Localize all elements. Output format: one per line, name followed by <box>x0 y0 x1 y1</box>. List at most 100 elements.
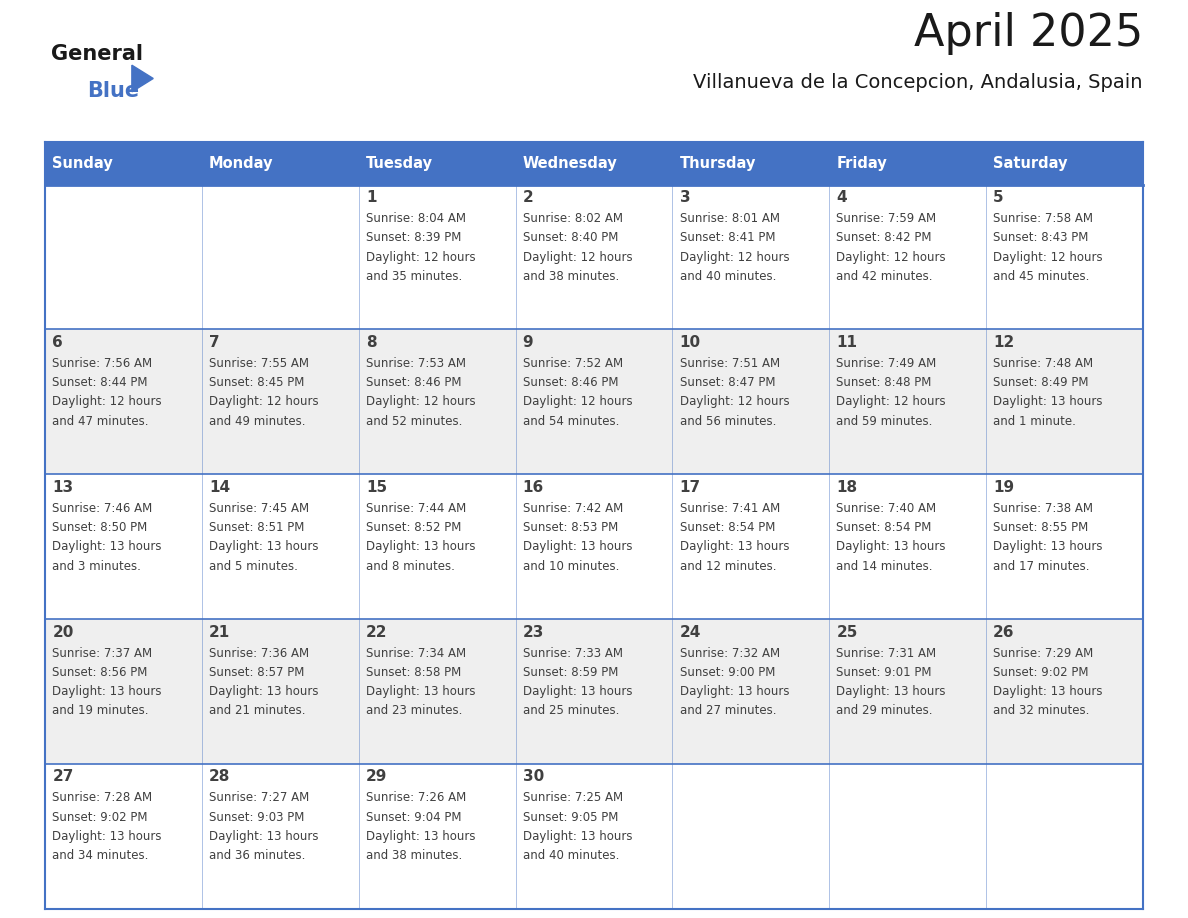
Text: Daylight: 13 hours: Daylight: 13 hours <box>52 830 162 843</box>
Bar <box>672 619 829 764</box>
Text: and 10 minutes.: and 10 minutes. <box>523 560 619 573</box>
Text: April 2025: April 2025 <box>914 12 1143 55</box>
Bar <box>359 185 516 330</box>
Text: Daylight: 12 hours: Daylight: 12 hours <box>523 251 632 263</box>
Text: 10: 10 <box>680 335 701 350</box>
Text: Sunset: 8:40 PM: Sunset: 8:40 PM <box>523 231 618 244</box>
Text: Daylight: 12 hours: Daylight: 12 hours <box>836 396 946 409</box>
Text: Daylight: 12 hours: Daylight: 12 hours <box>52 396 162 409</box>
Text: Daylight: 12 hours: Daylight: 12 hours <box>366 396 475 409</box>
Text: and 54 minutes.: and 54 minutes. <box>523 415 619 428</box>
Bar <box>45 475 202 619</box>
Text: and 12 minutes.: and 12 minutes. <box>680 560 776 573</box>
Text: Daylight: 13 hours: Daylight: 13 hours <box>523 830 632 843</box>
Text: Sunset: 8:54 PM: Sunset: 8:54 PM <box>836 521 931 534</box>
Text: Sunset: 8:44 PM: Sunset: 8:44 PM <box>52 376 147 389</box>
Text: Sunset: 8:57 PM: Sunset: 8:57 PM <box>209 666 304 679</box>
Text: Tuesday: Tuesday <box>366 156 432 171</box>
Text: 2: 2 <box>523 190 533 205</box>
Text: Sunset: 9:02 PM: Sunset: 9:02 PM <box>993 666 1088 679</box>
Text: Sunset: 8:47 PM: Sunset: 8:47 PM <box>680 376 775 389</box>
Text: Daylight: 13 hours: Daylight: 13 hours <box>993 685 1102 699</box>
Text: Daylight: 12 hours: Daylight: 12 hours <box>366 251 475 263</box>
Text: and 38 minutes.: and 38 minutes. <box>366 849 462 862</box>
Bar <box>986 475 1143 619</box>
Bar <box>829 330 986 475</box>
Text: Blue: Blue <box>87 81 139 101</box>
Text: and 8 minutes.: and 8 minutes. <box>366 560 455 573</box>
Bar <box>672 185 829 330</box>
Bar <box>202 330 359 475</box>
Text: Sunrise: 7:52 AM: Sunrise: 7:52 AM <box>523 357 623 370</box>
Text: Sunrise: 7:49 AM: Sunrise: 7:49 AM <box>836 357 936 370</box>
Text: Daylight: 13 hours: Daylight: 13 hours <box>523 685 632 699</box>
Text: 6: 6 <box>52 335 63 350</box>
Text: 29: 29 <box>366 769 387 785</box>
Bar <box>672 475 829 619</box>
Text: Sunset: 8:59 PM: Sunset: 8:59 PM <box>523 666 618 679</box>
Text: 5: 5 <box>993 190 1004 205</box>
Bar <box>202 764 359 909</box>
Text: Sunset: 9:04 PM: Sunset: 9:04 PM <box>366 811 461 823</box>
Text: 15: 15 <box>366 480 387 495</box>
Text: Sunset: 8:39 PM: Sunset: 8:39 PM <box>366 231 461 244</box>
Text: 28: 28 <box>209 769 230 785</box>
Text: Sunrise: 7:41 AM: Sunrise: 7:41 AM <box>680 502 779 515</box>
Text: and 56 minutes.: and 56 minutes. <box>680 415 776 428</box>
Bar <box>359 619 516 764</box>
Text: and 32 minutes.: and 32 minutes. <box>993 704 1089 718</box>
Bar <box>202 142 359 185</box>
Text: Sunrise: 7:25 AM: Sunrise: 7:25 AM <box>523 791 623 804</box>
Text: Sunset: 8:45 PM: Sunset: 8:45 PM <box>209 376 304 389</box>
Text: General: General <box>51 44 143 64</box>
Text: Daylight: 13 hours: Daylight: 13 hours <box>366 830 475 843</box>
Text: Sunset: 8:55 PM: Sunset: 8:55 PM <box>993 521 1088 534</box>
Text: Thursday: Thursday <box>680 156 756 171</box>
Text: Sunrise: 8:02 AM: Sunrise: 8:02 AM <box>523 212 623 225</box>
Bar <box>45 330 202 475</box>
Text: Daylight: 13 hours: Daylight: 13 hours <box>836 685 946 699</box>
Text: Sunrise: 7:42 AM: Sunrise: 7:42 AM <box>523 502 623 515</box>
Bar <box>829 475 986 619</box>
Text: 12: 12 <box>993 335 1015 350</box>
Bar <box>829 142 986 185</box>
Bar <box>986 330 1143 475</box>
Text: 22: 22 <box>366 624 387 640</box>
Text: 27: 27 <box>52 769 74 785</box>
Text: Sunset: 8:58 PM: Sunset: 8:58 PM <box>366 666 461 679</box>
Text: Sunrise: 7:46 AM: Sunrise: 7:46 AM <box>52 502 152 515</box>
Text: and 38 minutes.: and 38 minutes. <box>523 270 619 283</box>
Text: 7: 7 <box>209 335 220 350</box>
Text: Sunrise: 7:38 AM: Sunrise: 7:38 AM <box>993 502 1093 515</box>
Text: and 5 minutes.: and 5 minutes. <box>209 560 298 573</box>
Text: 26: 26 <box>993 624 1015 640</box>
Text: Sunset: 8:51 PM: Sunset: 8:51 PM <box>209 521 304 534</box>
Text: Sunrise: 7:37 AM: Sunrise: 7:37 AM <box>52 646 152 660</box>
Text: Daylight: 13 hours: Daylight: 13 hours <box>209 541 318 554</box>
Text: 19: 19 <box>993 480 1015 495</box>
Text: Daylight: 13 hours: Daylight: 13 hours <box>680 541 789 554</box>
Bar <box>986 185 1143 330</box>
Text: Sunset: 8:48 PM: Sunset: 8:48 PM <box>836 376 931 389</box>
Bar <box>45 142 202 185</box>
Text: Sunrise: 7:56 AM: Sunrise: 7:56 AM <box>52 357 152 370</box>
Text: Sunset: 8:42 PM: Sunset: 8:42 PM <box>836 231 931 244</box>
Text: and 52 minutes.: and 52 minutes. <box>366 415 462 428</box>
Text: 23: 23 <box>523 624 544 640</box>
Text: Daylight: 13 hours: Daylight: 13 hours <box>209 830 318 843</box>
Text: Sunrise: 7:28 AM: Sunrise: 7:28 AM <box>52 791 152 804</box>
Bar <box>45 764 202 909</box>
Text: Sunrise: 7:26 AM: Sunrise: 7:26 AM <box>366 791 466 804</box>
Text: Sunset: 8:53 PM: Sunset: 8:53 PM <box>523 521 618 534</box>
Text: Daylight: 13 hours: Daylight: 13 hours <box>993 396 1102 409</box>
Text: Friday: Friday <box>836 156 887 171</box>
Text: Daylight: 13 hours: Daylight: 13 hours <box>993 541 1102 554</box>
Text: Daylight: 13 hours: Daylight: 13 hours <box>366 541 475 554</box>
Text: Sunrise: 8:01 AM: Sunrise: 8:01 AM <box>680 212 779 225</box>
Text: 3: 3 <box>680 190 690 205</box>
Text: Sunrise: 7:33 AM: Sunrise: 7:33 AM <box>523 646 623 660</box>
Text: 16: 16 <box>523 480 544 495</box>
Text: Sunrise: 7:34 AM: Sunrise: 7:34 AM <box>366 646 466 660</box>
Bar <box>516 142 672 185</box>
Text: Sunrise: 7:59 AM: Sunrise: 7:59 AM <box>836 212 936 225</box>
